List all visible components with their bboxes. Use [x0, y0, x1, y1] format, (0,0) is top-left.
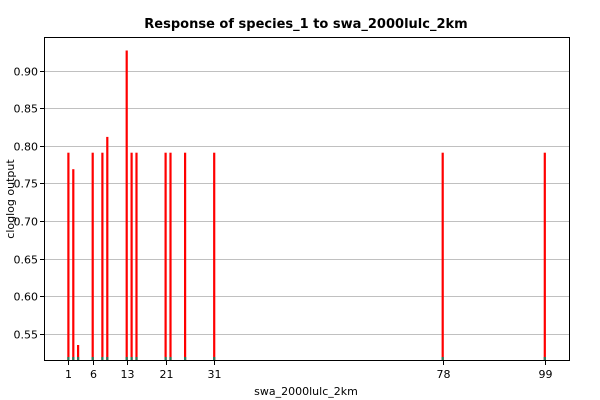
- bar-base-marker: [101, 357, 104, 360]
- bar-layer: [67, 50, 546, 360]
- x-tick-label: 31: [208, 368, 222, 381]
- bar-base-marker: [169, 357, 172, 360]
- bar-base-marker: [164, 357, 167, 360]
- y-tick-label: 0.55: [14, 329, 39, 342]
- bar-base-marker: [77, 357, 80, 360]
- y-tick-label: 0.80: [14, 141, 39, 154]
- bar-level-31: [213, 152, 216, 360]
- bar-base-marker: [67, 357, 70, 360]
- x-tick-label: 6: [90, 368, 97, 381]
- bar-level-3: [77, 345, 80, 360]
- y-axis-label: cloglog output: [4, 159, 17, 239]
- bar-level-21: [164, 152, 167, 360]
- bar-level-25: [184, 152, 187, 360]
- bar-level-8: [101, 152, 104, 360]
- y-tick-label: 0.90: [14, 66, 39, 79]
- bar-level-13: [125, 50, 128, 360]
- x-tick-label: 1: [65, 368, 72, 381]
- bar-base-marker: [130, 357, 133, 360]
- y-tick-label: 0.75: [14, 178, 39, 191]
- bar-level-6: [91, 152, 94, 360]
- bar-base-marker: [106, 357, 109, 360]
- tick-layer: 0.55 0.60 0.65 0.70 0.75 0.80 0.85 0.90 1 6 13 21 31…: [14, 66, 553, 382]
- x-tick-label: 21: [160, 368, 174, 381]
- y-tick-label: 0.85: [14, 103, 39, 116]
- grid-layer: [44, 71, 569, 335]
- y-tick-label: 0.70: [14, 216, 39, 229]
- bar-level-2: [72, 169, 75, 360]
- bar-level-9: [106, 136, 109, 360]
- x-tick-label: 13: [121, 368, 135, 381]
- x-axis-label: swa_2000lulc_2km: [254, 385, 358, 398]
- bar-base-marker: [125, 357, 128, 360]
- bar-base-marker: [184, 357, 187, 360]
- bar-base-marker: [213, 357, 216, 360]
- bar-level-1: [67, 152, 70, 360]
- bar-base-marker: [135, 357, 138, 360]
- y-tick-label: 0.60: [14, 291, 39, 304]
- bar-level-99: [543, 152, 546, 360]
- bar-base-marker: [72, 357, 75, 360]
- bar-base-marker: [441, 357, 444, 360]
- bar-base-marker: [91, 357, 94, 360]
- y-tick-label: 0.65: [14, 254, 39, 267]
- x-tick-label: 78: [437, 368, 451, 381]
- plot-frame: [44, 37, 570, 361]
- x-tick-label: 99: [539, 368, 553, 381]
- bar-level-78: [441, 152, 444, 360]
- bar-base-marker: [543, 357, 546, 360]
- bar-level-14: [130, 152, 133, 360]
- chart-title: Response of species_1 to swa_2000lulc_2k…: [144, 17, 467, 32]
- bar-level-22: [169, 152, 172, 360]
- bar-level-15: [135, 152, 138, 360]
